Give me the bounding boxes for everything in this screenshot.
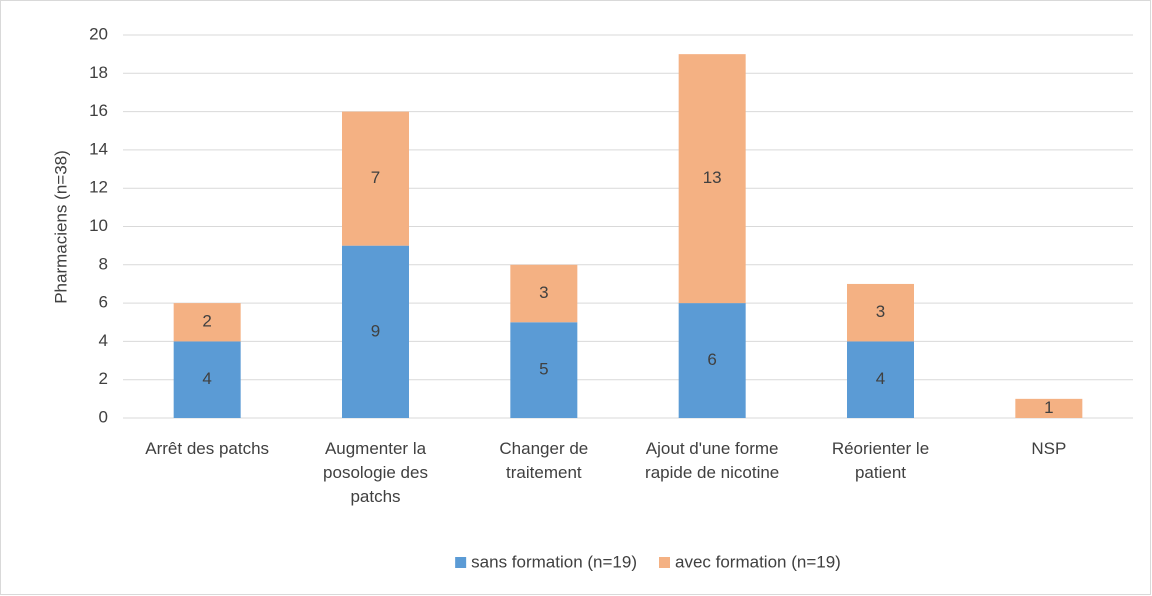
bar-segment (678, 54, 746, 304)
x-tick-label: NSP (1031, 439, 1066, 458)
bar-segment (342, 111, 409, 246)
bar-segment (510, 264, 578, 323)
y-tick-label: 14 (89, 139, 108, 158)
y-tick-label: 12 (89, 178, 108, 197)
x-tick-label: Ajout d'une forme rapide de nicotine (645, 439, 779, 482)
bar-segment (1015, 398, 1083, 418)
legend-swatch (659, 557, 670, 568)
legend-label: avec formation (n=19) (675, 552, 841, 571)
data-label: 2 (202, 312, 211, 331)
y-axis-title: Pharmaciens (n=38) (51, 150, 70, 304)
x-tick-label: Arrêt des patchs (145, 439, 269, 458)
y-tick-label: 8 (99, 254, 108, 273)
data-label: 4 (202, 369, 211, 388)
data-label: 13 (703, 168, 722, 187)
data-label: 7 (371, 168, 380, 187)
data-label: 6 (707, 350, 716, 369)
y-tick-label: 0 (99, 407, 108, 426)
bar-segment (173, 341, 241, 418)
bar-segment (342, 245, 409, 418)
y-tick-label: 20 (89, 24, 108, 43)
data-label: 5 (539, 360, 548, 379)
legend-swatch (455, 557, 467, 568)
data-label: 3 (876, 302, 885, 321)
data-label: 4 (876, 369, 885, 388)
y-tick-label: 6 (99, 293, 108, 312)
bar-segment (678, 303, 746, 418)
bar-segment (847, 341, 914, 418)
bar-segment (173, 303, 241, 342)
bar-segment (847, 283, 914, 342)
x-tick-label: Augmenter la posologie des patchs (323, 439, 428, 506)
y-tick-label: 2 (99, 369, 108, 388)
legend-label: sans formation (n=19) (471, 552, 637, 571)
y-tick-label: 4 (99, 331, 108, 350)
y-tick-label: 18 (89, 63, 108, 82)
y-tick-label: 16 (89, 101, 108, 120)
bar-segment (510, 322, 578, 418)
y-tick-label: 10 (89, 216, 108, 235)
data-label: 1 (1044, 398, 1053, 417)
x-tick-label: Réorienter le patient (832, 439, 929, 482)
data-label: 3 (539, 283, 548, 302)
data-label: 9 (371, 321, 380, 340)
x-tick-label: Changer de traitement (499, 439, 588, 482)
